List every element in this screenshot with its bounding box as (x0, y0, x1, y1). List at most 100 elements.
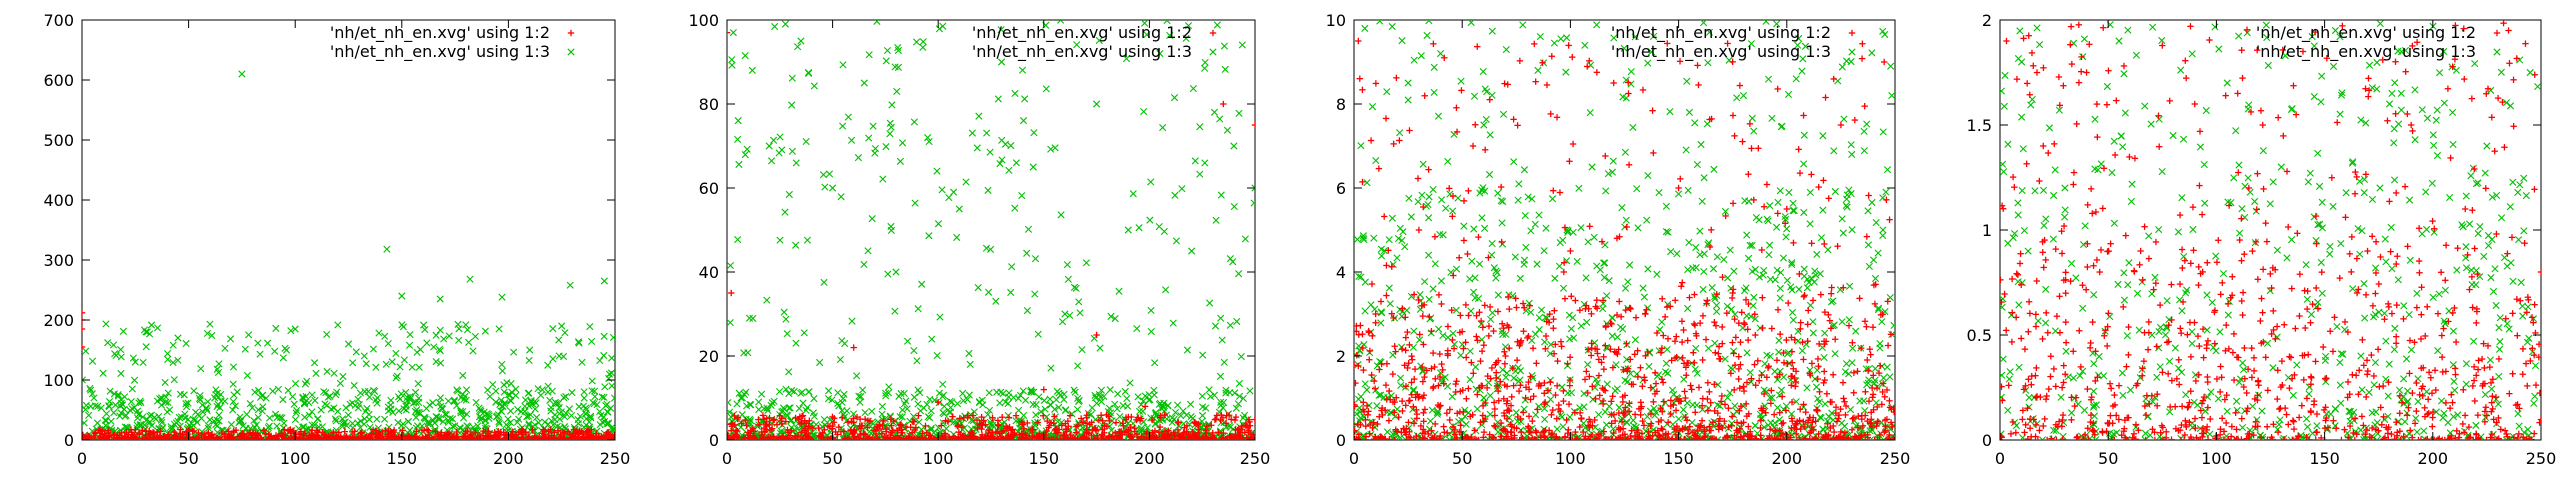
data-point-series-1 (598, 435, 605, 440)
data-point-series-2 (1169, 319, 1177, 327)
data-point-series-1 (91, 430, 99, 437)
data-point-series-2 (1499, 110, 1508, 118)
data-point-series-2 (1830, 321, 1838, 329)
data-point-series-2 (1662, 359, 1670, 368)
data-point-series-1 (728, 420, 735, 427)
data-point-series-2 (1237, 352, 1245, 361)
data-point-series-2 (1363, 386, 1371, 394)
data-point-series-2 (727, 408, 734, 416)
data-point-series-1 (909, 436, 916, 440)
data-point-series-2 (162, 398, 170, 406)
legend-label-series-1: 'nh/et_nh_en.xvg' using 1:2 (972, 23, 1192, 43)
data-point-series-2 (290, 400, 298, 408)
data-point-series-1 (551, 434, 558, 440)
data-point-series-2 (1845, 316, 1853, 324)
data-point-series-2 (1186, 400, 1195, 408)
data-point-series-2 (274, 385, 283, 393)
data-point-series-1 (1092, 426, 1099, 433)
data-point-series-2 (551, 416, 559, 424)
data-point-series-2 (163, 408, 171, 416)
data-point-series-1 (221, 431, 229, 438)
data-point-series-2 (548, 387, 556, 395)
data-point-series-2 (1370, 234, 1378, 242)
data-point-series-2 (312, 369, 320, 377)
data-point-series-2 (1801, 42, 1810, 50)
data-point-series-2 (1235, 392, 1244, 400)
data-point-series-2 (363, 404, 371, 412)
data-point-series-2 (1644, 265, 1652, 273)
data-point-series-2 (788, 74, 796, 82)
data-point-series-2 (1590, 233, 1598, 241)
data-point-series-2 (1819, 425, 1827, 433)
data-point-series-2 (946, 397, 954, 405)
data-point-series-2 (1514, 363, 1522, 372)
legend: 'nh/et_nh_en.xvg' using 1:2'nh/et_nh_en.… (330, 23, 575, 62)
data-point-series-2 (1216, 115, 1224, 123)
data-point-series-1 (1074, 435, 1081, 440)
data-point-series-2 (408, 363, 416, 371)
data-point-series-2 (101, 416, 109, 424)
data-point-series-2 (1030, 129, 1038, 137)
data-point-series-2 (282, 346, 291, 354)
data-point-series-2 (1586, 109, 1594, 117)
data-point-series-2 (994, 95, 1002, 103)
data-point-series-2 (1764, 75, 1773, 83)
data-point-series-2 (1593, 21, 1601, 29)
data-point-series-2 (273, 422, 281, 430)
data-point-series-2 (481, 327, 489, 335)
data-point-series-2 (913, 357, 921, 365)
data-point-series-2 (1156, 50, 1164, 58)
data-point-series-2 (1691, 365, 1699, 373)
data-point-series-2 (311, 396, 319, 404)
data-point-series-1 (1097, 412, 1105, 419)
data-point-series-2 (127, 398, 135, 406)
data-point-series-2 (1879, 27, 1887, 35)
data-point-series-2 (1201, 159, 1209, 167)
data-point-series-1 (466, 432, 474, 439)
data-point-series-1 (1202, 426, 1209, 434)
points-layer (82, 70, 615, 440)
data-point-series-1 (1095, 416, 1103, 424)
data-point-series-2 (1577, 224, 1585, 232)
data-point-series-2 (834, 399, 842, 408)
data-point-series-2 (450, 396, 458, 404)
data-point-series-1 (529, 426, 536, 433)
x-tick-label: 50 (178, 449, 198, 468)
data-point-series-2 (575, 339, 583, 347)
data-point-series-1 (502, 432, 509, 439)
data-point-series-2 (1824, 246, 1832, 254)
data-point-series-2 (864, 247, 872, 255)
data-point-series-2 (1704, 344, 1713, 352)
data-point-series-2 (1787, 410, 1796, 418)
data-point-series-2 (397, 390, 405, 398)
data-point-series-2 (414, 380, 422, 388)
data-point-series-2 (1618, 204, 1626, 212)
data-point-series-2 (373, 415, 381, 423)
data-point-series-1 (218, 429, 226, 437)
data-point-series-2 (914, 305, 922, 313)
data-point-series-2 (919, 38, 927, 46)
data-point-series-2 (1040, 396, 1048, 405)
data-point-series-2 (784, 412, 792, 420)
data-point-series-1 (1217, 416, 1224, 424)
data-point-series-1 (198, 431, 205, 439)
data-point-series-1 (321, 436, 328, 440)
x-tick-label: 200 (493, 449, 524, 468)
data-point-series-2 (1074, 394, 1082, 403)
data-point-series-2 (1493, 269, 1501, 277)
data-point-series-2 (323, 330, 331, 339)
data-point-series-2 (1475, 260, 1484, 268)
data-point-series-2 (395, 407, 403, 415)
data-point-series-2 (1058, 318, 1067, 326)
data-point-series-2 (1168, 418, 1176, 426)
data-point-series-1 (576, 436, 584, 440)
data-point-series-1 (916, 435, 923, 440)
data-point-series-1 (85, 432, 92, 440)
data-point-series-1 (1119, 420, 1126, 427)
data-point-series-2 (403, 393, 411, 402)
data-point-series-2 (580, 388, 588, 396)
data-point-series-1 (971, 434, 979, 440)
x-tick-label: 0 (77, 449, 87, 468)
data-point-series-1 (1055, 426, 1063, 433)
data-point-series-2 (1179, 407, 1187, 415)
